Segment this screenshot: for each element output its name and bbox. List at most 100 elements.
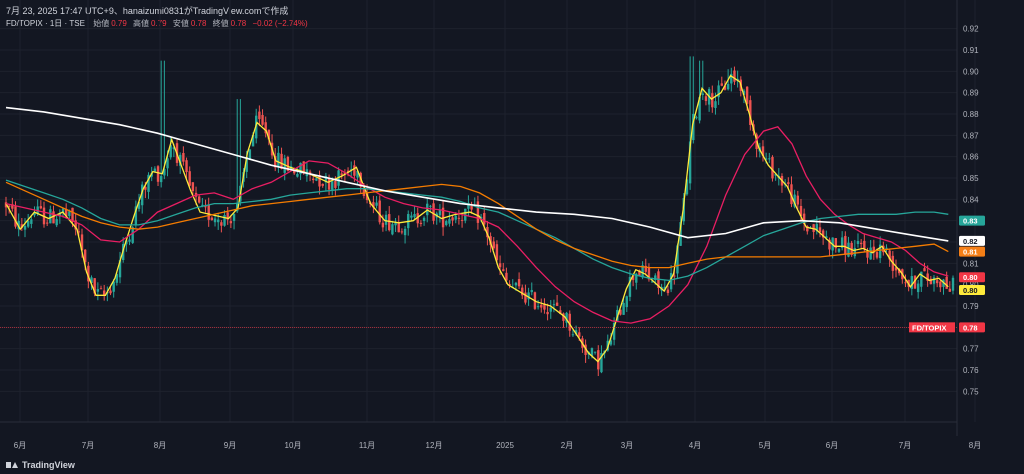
- candle-body: [910, 276, 914, 289]
- candle-body: [508, 283, 511, 286]
- candle-body: [834, 238, 838, 249]
- candle-body: [495, 244, 499, 261]
- candle-body: [571, 334, 575, 336]
- candle-body: [679, 222, 682, 246]
- candle-body: [663, 286, 666, 290]
- candle-body: [888, 250, 891, 260]
- candle-body: [875, 252, 879, 258]
- candle-body: [625, 296, 628, 308]
- candle-body: [837, 248, 841, 252]
- candle-body: [45, 222, 49, 224]
- candle-body: [673, 275, 676, 277]
- candle-body: [619, 309, 622, 315]
- candle-body: [717, 85, 720, 98]
- candle-body: [745, 86, 749, 104]
- candle-body: [210, 217, 214, 221]
- candle-body: [229, 221, 233, 224]
- candle-body: [749, 100, 752, 125]
- ohlc-legend: FD/TOPIX · 1日 · TSE 始値 0.79 高値 0.79 安値 0.78…: [6, 18, 312, 29]
- candle-body: [521, 287, 524, 296]
- candle-body: [7, 205, 11, 207]
- current-price-badge: [959, 322, 985, 333]
- candle-body: [403, 228, 407, 236]
- x-tick-label: 8月: [154, 441, 166, 450]
- y-tick-label: 0.91: [963, 46, 979, 55]
- candle-body: [574, 330, 578, 335]
- candle-body: [191, 182, 195, 192]
- candle-body: [590, 348, 594, 356]
- candle-body: [80, 234, 84, 251]
- candle-body: [267, 129, 271, 140]
- x-tick-label: 6月: [14, 441, 26, 450]
- candle-body: [812, 224, 815, 232]
- candle-body: [457, 217, 461, 219]
- candle-body: [885, 247, 888, 249]
- candle-body: [470, 205, 473, 210]
- high-value: 0.79: [151, 19, 167, 28]
- candle-body: [213, 218, 217, 223]
- y-tick-label: 0.81: [963, 259, 979, 268]
- candle-body: [153, 168, 157, 172]
- candle-body: [597, 350, 600, 370]
- candle-body: [11, 204, 14, 209]
- candle-body: [451, 217, 454, 221]
- candle-body: [692, 113, 695, 141]
- candle-body: [55, 219, 58, 226]
- ma-line: [5, 106, 949, 242]
- candle-body: [688, 141, 692, 184]
- candle-body: [498, 263, 502, 268]
- x-tick-label: 5月: [759, 441, 771, 450]
- ma-line: [5, 179, 949, 282]
- candle-body: [296, 173, 299, 177]
- candle-body: [555, 302, 559, 306]
- candle-body: [381, 222, 385, 228]
- price-badge: [959, 235, 985, 246]
- y-axis: 0.92 0.91 0.90 0.89 0.88 0.87 0.86 0.85 0.84 0.83…: [963, 25, 979, 397]
- candle-body: [23, 225, 27, 230]
- candle-body: [163, 169, 166, 176]
- candle-body: [166, 158, 169, 169]
- price-chart[interactable]: 0.92 0.91 0.90 0.89 0.88 0.87 0.86 0.85 0.84 0.83…: [0, 0, 1024, 456]
- high-label: 高値: [133, 19, 150, 28]
- candle-body: [312, 178, 315, 181]
- candle-body: [641, 265, 644, 278]
- chart-grid: [0, 0, 976, 422]
- candle-body: [761, 146, 765, 156]
- candle-body: [872, 246, 876, 253]
- candle-body: [546, 311, 549, 315]
- candle-body: [274, 155, 277, 168]
- candle-body: [631, 275, 635, 280]
- candle-body: [217, 219, 220, 223]
- candle-body: [204, 206, 207, 208]
- candle-body: [650, 281, 654, 283]
- current-price-symbol-tag: [909, 322, 955, 333]
- candle-body: [939, 281, 942, 288]
- candle-body: [701, 93, 704, 95]
- candle-body: [137, 201, 141, 209]
- candle-body: [226, 212, 229, 220]
- candle-body: [948, 288, 952, 292]
- candle-body: [391, 224, 394, 235]
- x-tick-label: 10月: [285, 441, 302, 450]
- candle-body: [638, 270, 641, 276]
- close-value: 0.78: [230, 19, 247, 28]
- candle-body: [302, 161, 305, 174]
- candle-body: [593, 351, 597, 353]
- candle-body: [438, 209, 442, 216]
- ma-line: [5, 126, 949, 324]
- candle-body: [394, 222, 397, 226]
- candle-body: [720, 83, 723, 86]
- low-label: 安値: [172, 19, 189, 28]
- x-tick-label: 4月: [689, 441, 701, 450]
- candle-body: [698, 97, 701, 121]
- candle-body: [723, 85, 727, 90]
- candle-body: [476, 201, 480, 223]
- y-tick-label: 0.76: [963, 366, 979, 375]
- symbol-label[interactable]: FD/TOPIX · 1日 · TSE: [6, 19, 85, 28]
- candle-body: [790, 184, 793, 205]
- candle-body: [460, 219, 464, 221]
- tradingview-logo[interactable]: TradingView: [6, 460, 75, 470]
- candle-body: [951, 277, 955, 291]
- price-badge: [959, 246, 985, 257]
- candle-body: [483, 213, 486, 225]
